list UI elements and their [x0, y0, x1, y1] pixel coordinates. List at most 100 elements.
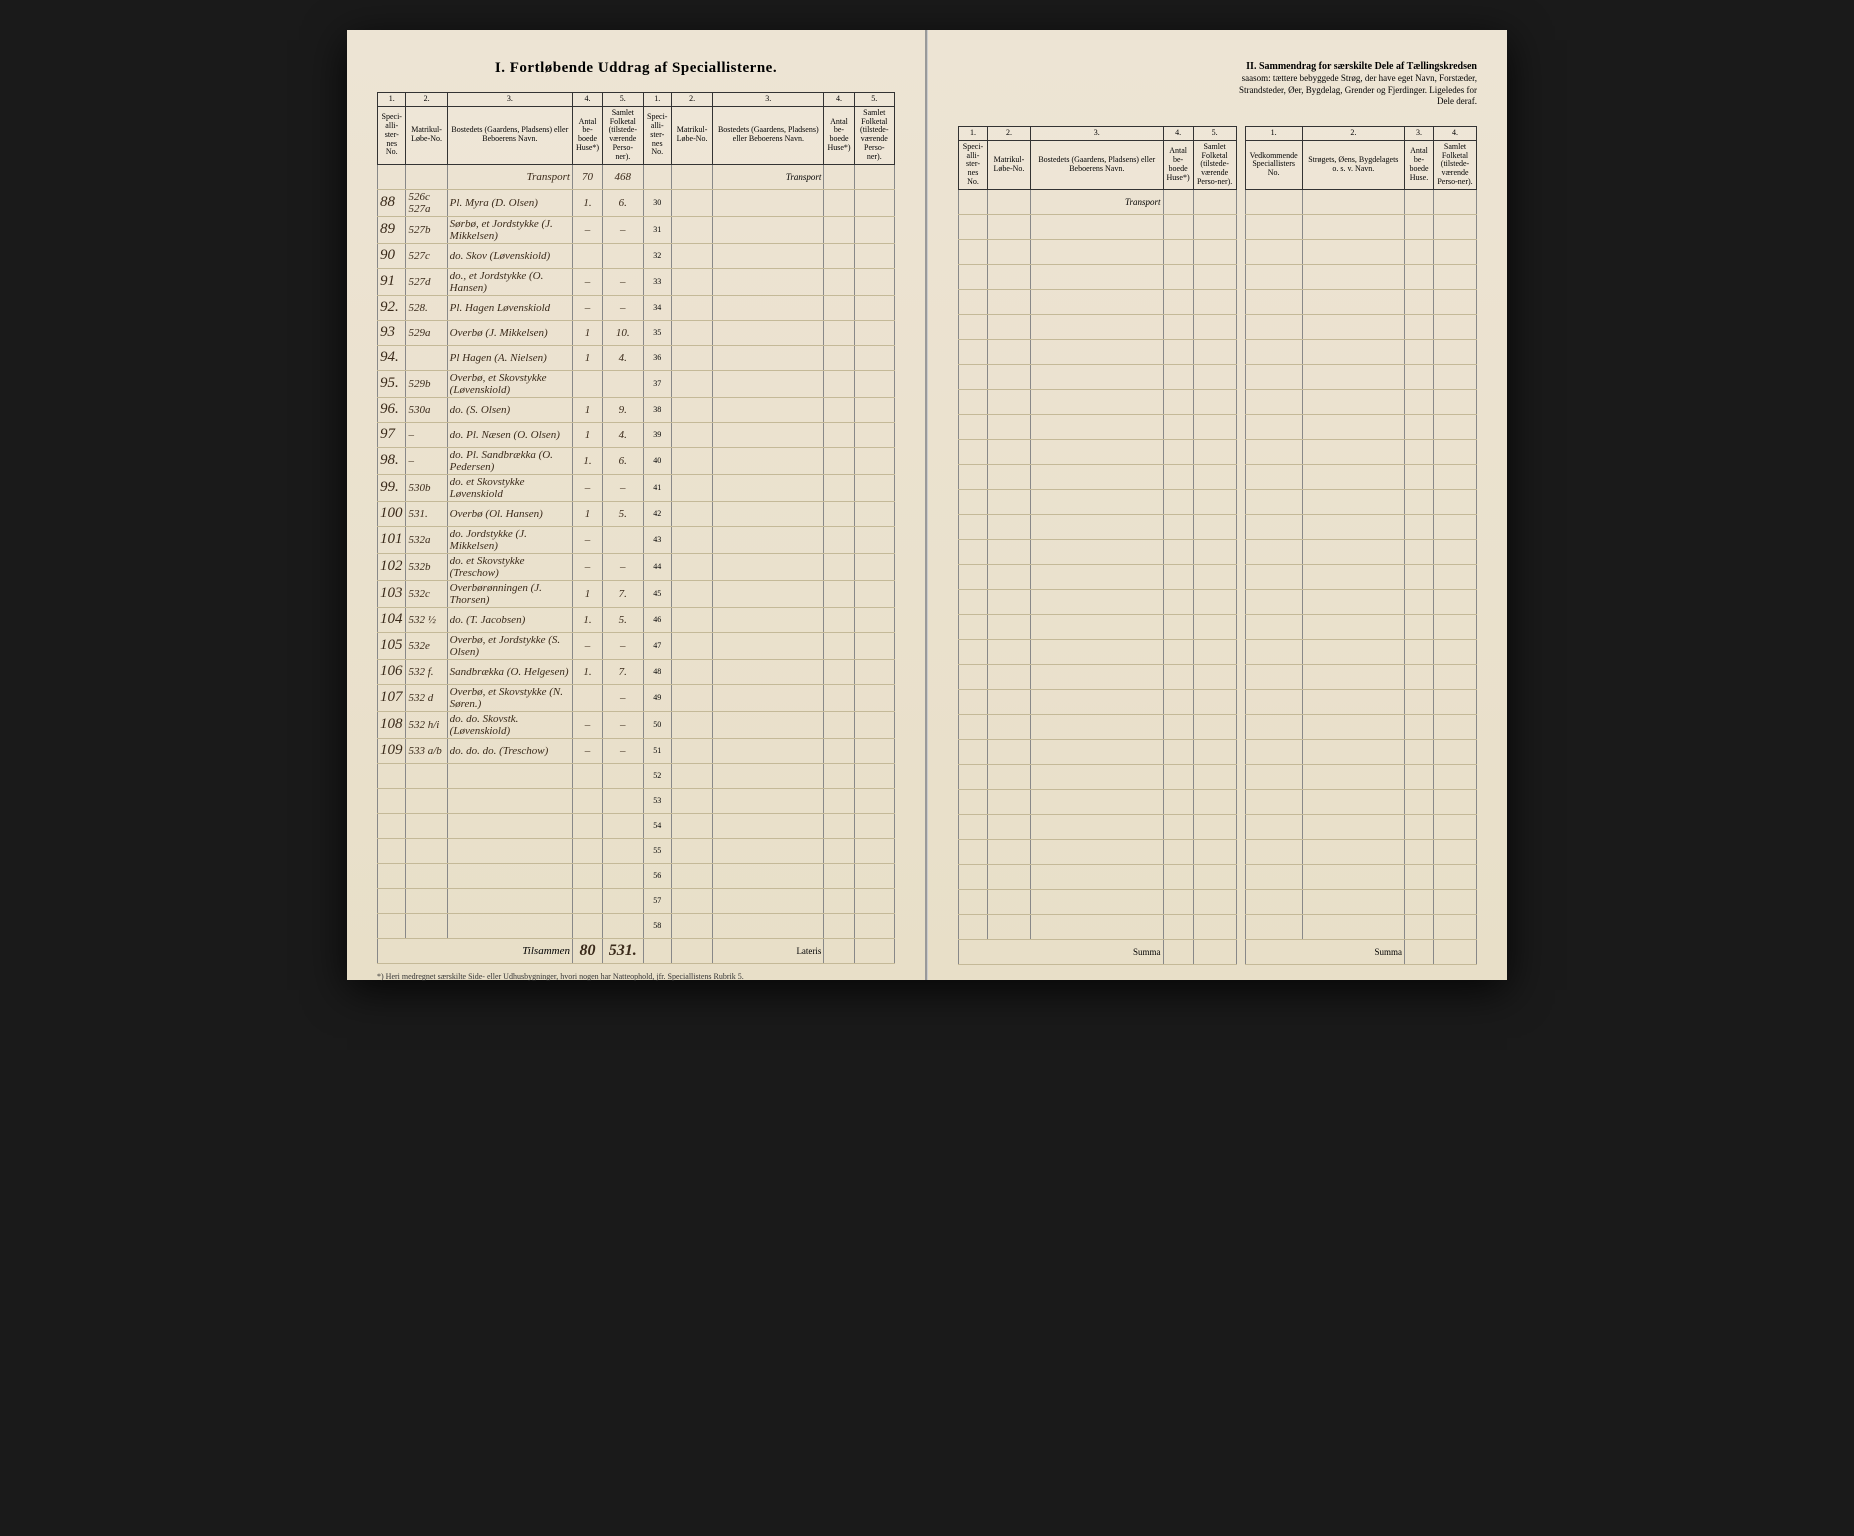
- cell-no: 108: [378, 711, 406, 738]
- cell-huse: 1.: [572, 659, 602, 684]
- cell-no: 94.: [378, 345, 406, 370]
- colh-no: Speci-alli-ster-nes No.: [378, 106, 406, 164]
- table-row: 89527bSørbø, et Jordstykke (J. Mikkelsen…: [378, 216, 895, 243]
- table-row: 58: [378, 913, 895, 938]
- tilsammen-label: Tilsammen: [378, 938, 573, 963]
- cell-huse: 1.: [572, 607, 602, 632]
- table-row: [959, 714, 1237, 739]
- table-row: [959, 389, 1237, 414]
- table-row: [959, 839, 1237, 864]
- table-row: 95.529bOverbø, et Skovstykke (Løvenskiol…: [378, 370, 895, 397]
- cell-huse: 1: [572, 345, 602, 370]
- cell-navn: do. Pl. Næsen (O. Olsen): [447, 422, 572, 447]
- table-row: [1245, 539, 1476, 564]
- cell-mat: [406, 345, 447, 370]
- cell-folk: [603, 370, 643, 397]
- table-row: [959, 639, 1237, 664]
- page-spread: I. Fortløbende Uddrag af Speciallisterne…: [347, 30, 1507, 980]
- cell-rno: 37: [643, 370, 671, 397]
- cell-mat: 532a: [406, 526, 447, 553]
- table-row: 99.530bdo. et Skovstykke Løvenskiold––41: [378, 474, 895, 501]
- transport-row-r: Transport: [959, 189, 1237, 214]
- table-row: 104532 ½do. (T. Jacobsen)1.5.46: [378, 607, 895, 632]
- colnum-5: 5.: [603, 93, 643, 107]
- table-row: 101532ado. Jordstykke (J. Mikkelsen)–43: [378, 526, 895, 553]
- colh-navn-2: Bostedets (Gaardens, Pladsens) eller Beb…: [713, 106, 824, 164]
- cell-mat: 528.: [406, 295, 447, 320]
- cell-mat: 529b: [406, 370, 447, 397]
- table-row: [1245, 264, 1476, 289]
- table-row: 107532 dOverbø, et Skovstykke (N. Søren.…: [378, 684, 895, 711]
- cell-huse: –: [572, 474, 602, 501]
- cell-huse: –: [572, 553, 602, 580]
- cell-navn: do. et Skovstykke (Treschow): [447, 553, 572, 580]
- r2-colh-3: Antal be-boede Huse.: [1405, 140, 1434, 189]
- cell-huse: 1.: [572, 447, 602, 474]
- tilsammen-huse: 80: [572, 938, 602, 963]
- table-row: 97–do. Pl. Næsen (O. Olsen)14.39: [378, 422, 895, 447]
- transport-huse: 70: [572, 164, 602, 189]
- cell-huse: –: [572, 711, 602, 738]
- table-row: [1245, 589, 1476, 614]
- table-row: [959, 864, 1237, 889]
- table-row: [959, 414, 1237, 439]
- table-row: [1245, 789, 1476, 814]
- cell-mat: 532e: [406, 632, 447, 659]
- table-row: [959, 589, 1237, 614]
- table-row: [959, 364, 1237, 389]
- cell-navn: Overbø, et Jordstykke (S. Olsen): [447, 632, 572, 659]
- transport-folk: 468: [603, 164, 643, 189]
- table-row: [959, 689, 1237, 714]
- colh-huse-2: Antal be-boede Huse*): [824, 106, 854, 164]
- table-row: [959, 564, 1237, 589]
- colh-folk-2: Samlet Folketal (tilstede-værende Perso-…: [854, 106, 894, 164]
- r-colnum-3: 3.: [1031, 127, 1164, 141]
- table-row: [959, 614, 1237, 639]
- cell-folk: 4.: [603, 345, 643, 370]
- table-row: [1245, 339, 1476, 364]
- transport-label-r: Transport: [1031, 189, 1164, 214]
- tilsammen-folk: 531.: [603, 938, 643, 963]
- cell-mat: 532c: [406, 580, 447, 607]
- cell-mat: 527b: [406, 216, 447, 243]
- table-row: [1245, 914, 1476, 939]
- table-row: 93529aOverbø (J. Mikkelsen)110.35: [378, 320, 895, 345]
- colh-huse: Antal be-boede Huse*): [572, 106, 602, 164]
- cell-rno: 46: [643, 607, 671, 632]
- table-row: [1245, 614, 1476, 639]
- table-row: [1245, 814, 1476, 839]
- cell-no: 99.: [378, 474, 406, 501]
- document-spread: I. Fortløbende Uddrag af Speciallisterne…: [0, 0, 1854, 1536]
- cell-huse: –: [572, 632, 602, 659]
- colnum-4: 4.: [572, 93, 602, 107]
- r2-colh-2: Strøgets, Øens, Bygdelagets o. s. v. Nav…: [1302, 140, 1404, 189]
- table-row: [1245, 864, 1476, 889]
- r-colh-huse: Antal be-boede Huse*): [1163, 140, 1193, 189]
- cell-huse: –: [572, 216, 602, 243]
- ledger-table-right-b: 1. 2. 3. 4. Vedkommende Speciallisters N…: [1245, 126, 1477, 965]
- colnum-1: 1.: [378, 93, 406, 107]
- colh-mat-2: Matrikul-Løbe-No.: [671, 106, 712, 164]
- table-row: 106532 f.Sandbrækka (O. Helgesen)1.7.48: [378, 659, 895, 684]
- cell-no: 106: [378, 659, 406, 684]
- r-colnum-4: 4.: [1163, 127, 1193, 141]
- table-row: [959, 214, 1237, 239]
- cell-rno: 58: [643, 913, 671, 938]
- colnum-4b: 4.: [824, 93, 854, 107]
- cell-folk: 7.: [603, 580, 643, 607]
- r-colh-folk: Samlet Folketal (tilstede-værende Perso-…: [1193, 140, 1236, 189]
- cell-rno: 41: [643, 474, 671, 501]
- cell-huse: 1: [572, 422, 602, 447]
- cell-rno: 31: [643, 216, 671, 243]
- ledger-table-right-a: 1. 2. 3. 4. 5. Speci-alli-ster-nes No. M…: [958, 126, 1237, 965]
- table-row: 56: [378, 863, 895, 888]
- transport-label-2: Transport: [713, 164, 824, 189]
- r-colnum-5: 5.: [1193, 127, 1236, 141]
- cell-rno: 52: [643, 763, 671, 788]
- table-row: [959, 239, 1237, 264]
- cell-folk: –: [603, 738, 643, 763]
- cell-huse: [572, 684, 602, 711]
- colh-no-2: Speci-alli-ster-nes No.: [643, 106, 671, 164]
- table-row: [959, 539, 1237, 564]
- table-row: [959, 489, 1237, 514]
